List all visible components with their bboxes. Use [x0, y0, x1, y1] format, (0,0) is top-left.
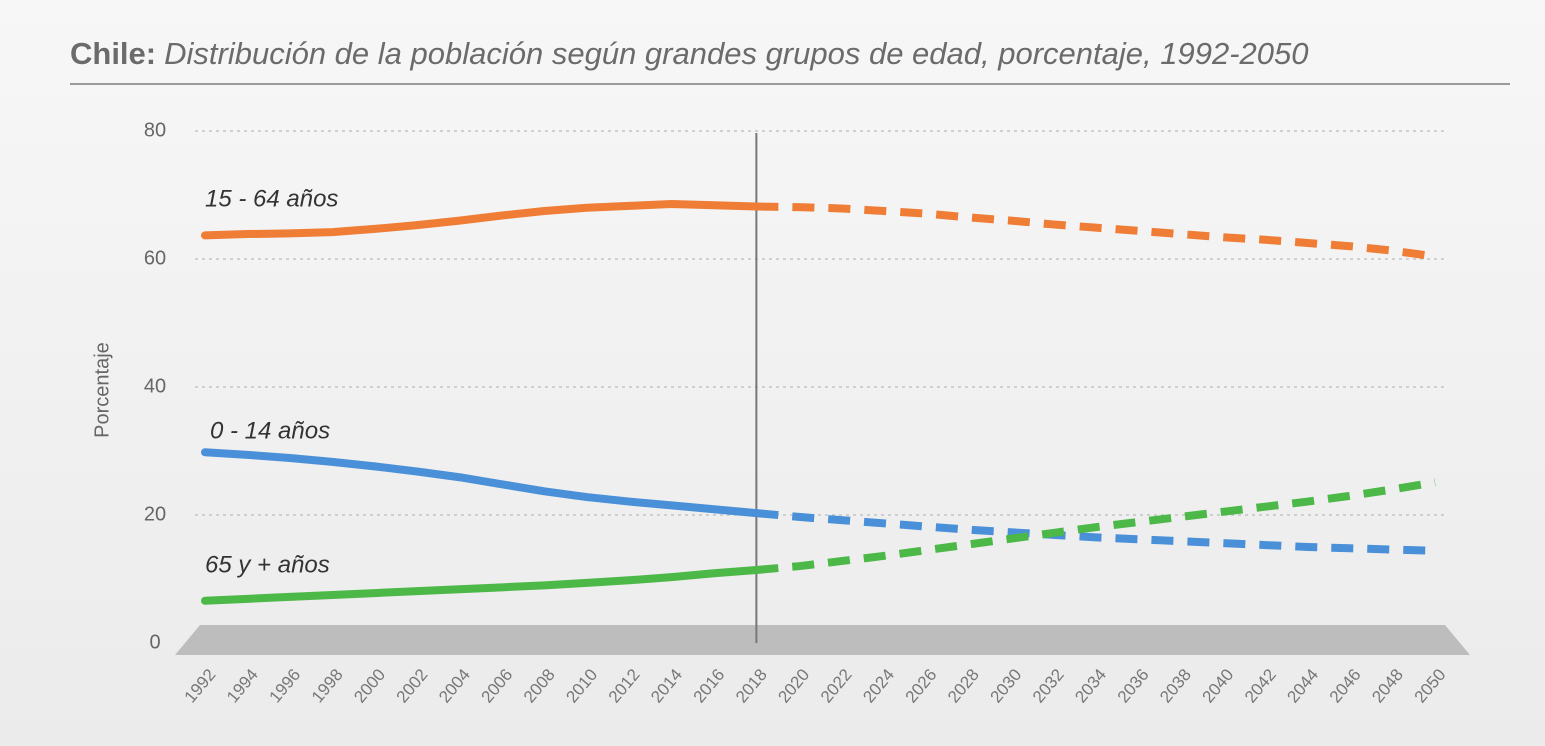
- observed-line: [201, 566, 761, 605]
- y-tick-label: 20: [144, 503, 166, 525]
- y-tick-label: 80: [144, 119, 166, 141]
- projected-line: [756, 202, 1436, 261]
- y-tick-label: 40: [144, 375, 166, 397]
- series-label: 0 - 14 años: [210, 417, 330, 444]
- series-label: 15 - 64 años: [205, 185, 338, 212]
- observed-line: [201, 199, 761, 240]
- observed-line: [201, 448, 761, 518]
- series-label: 65 y + años: [205, 551, 330, 578]
- y-tick-label: 0: [149, 631, 160, 653]
- chart-title: Chile: Distribución de la población según…: [70, 36, 1309, 71]
- projected-line: [756, 478, 1436, 575]
- floor-band: [175, 625, 1470, 655]
- y-tick-label: 60: [144, 247, 166, 269]
- title-text: Distribución de la población según grand…: [164, 36, 1308, 71]
- y-axis-label: Porcentaje: [91, 342, 113, 438]
- projected-line: [756, 509, 1436, 555]
- title-prefix: Chile:: [70, 36, 156, 71]
